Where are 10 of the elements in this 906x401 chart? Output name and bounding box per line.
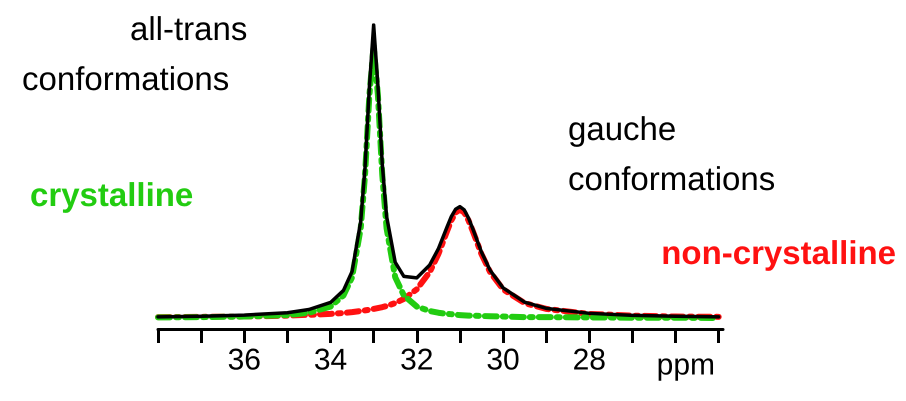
x-axis-title: ppm [656, 348, 715, 382]
x-tick-label: 34 [314, 344, 348, 376]
annotation: all-trans conformations [22, 10, 248, 97]
text: crystalline [30, 176, 194, 213]
annotation: gauche conformations [568, 110, 776, 197]
x-tick-label: 28 [572, 344, 606, 376]
x-tick-label: 30 [486, 344, 520, 376]
series-label: non-crystalline [661, 234, 896, 271]
x-tick-label: 36 [228, 344, 261, 376]
x-tick-label: 32 [400, 344, 434, 376]
